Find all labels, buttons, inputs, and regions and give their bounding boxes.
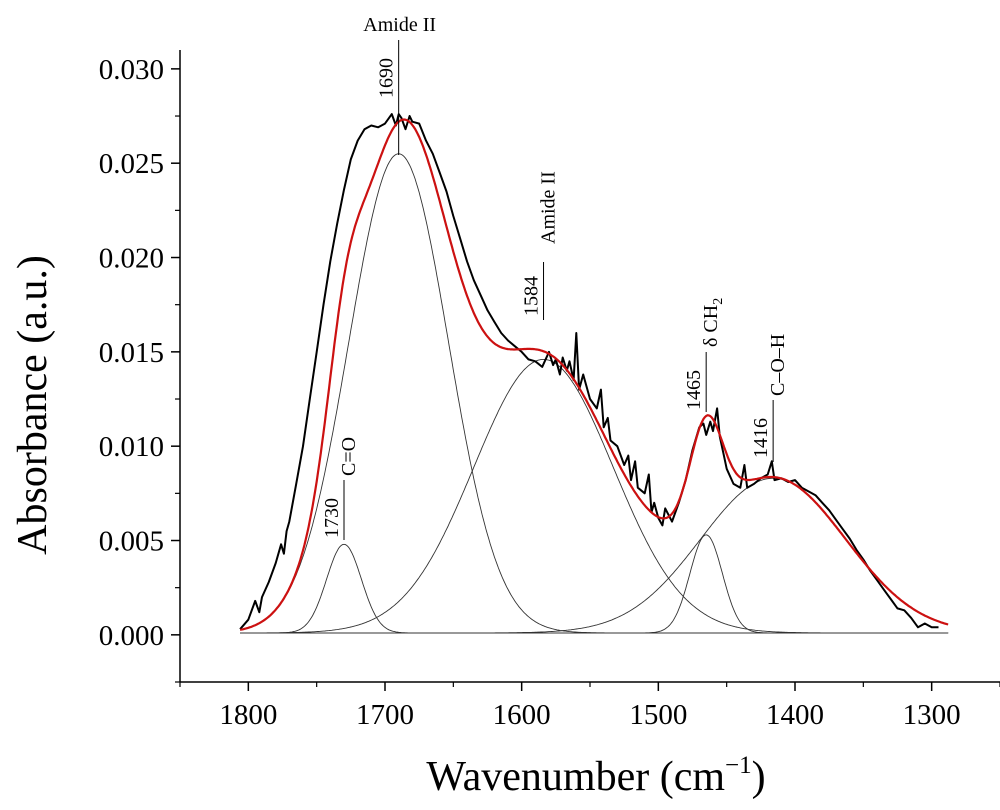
cumulative-fit bbox=[239, 118, 949, 631]
annotation-1416-number: 1416 bbox=[750, 418, 772, 458]
plot-lines bbox=[239, 113, 949, 634]
annotation-1465-label-main: δ CH bbox=[700, 305, 722, 347]
y-tick-label: 0.020 bbox=[99, 243, 164, 275]
axes: 1800 1700 1600 1500 1400 1300 0.000 0.005 0.010 0… bbox=[99, 50, 1000, 731]
annotation-1584-label: Amide II bbox=[538, 171, 560, 244]
component-peak-1730 bbox=[240, 543, 949, 634]
y-tick-label: 0.015 bbox=[99, 337, 164, 369]
x-tick-label: 1700 bbox=[356, 699, 414, 731]
annotations: Amide II 1690 1584 Amide II 1465 δ CH2 1416 C–O… bbox=[321, 14, 789, 540]
y-tick-label: 0.030 bbox=[99, 54, 164, 86]
y-tick-label: 0.005 bbox=[99, 526, 164, 558]
y-axis-title: Absorbance (a.u.) bbox=[10, 255, 56, 555]
x-tick-label: 1300 bbox=[903, 699, 961, 731]
x-axis-title-close: ) bbox=[752, 754, 766, 800]
annotation-1465-number: 1465 bbox=[683, 370, 705, 410]
y-tick-label: 0.000 bbox=[99, 620, 164, 652]
annotation-1730-number: 1730 bbox=[321, 498, 343, 538]
measured-spectrum bbox=[239, 113, 939, 630]
component-peak-1416 bbox=[240, 477, 949, 634]
annotation-1690-label: Amide II bbox=[363, 14, 436, 36]
component-peak-1465 bbox=[240, 534, 949, 634]
annotation-1730-label: C=O bbox=[338, 437, 360, 476]
y-tick-label: 0.025 bbox=[99, 148, 164, 180]
component-peak-1690 bbox=[240, 153, 949, 634]
component-peak-1584 bbox=[240, 358, 949, 634]
x-tick-label: 1500 bbox=[629, 699, 687, 731]
x-tick-label: 1800 bbox=[219, 699, 277, 731]
annotation-1584-number: 1584 bbox=[521, 276, 543, 316]
annotation-1416-label: C–O–H bbox=[767, 334, 789, 396]
x-axis-title: Wavenumber (cm−1) bbox=[426, 752, 765, 800]
annotation-1465-label-sub: 2 bbox=[711, 298, 726, 305]
y-tick-label: 0.010 bbox=[99, 431, 164, 463]
x-tick-label: 1400 bbox=[766, 699, 824, 731]
annotation-1690-number: 1690 bbox=[376, 58, 398, 98]
x-tick-label: 1600 bbox=[493, 699, 551, 731]
x-axis-title-sup: −1 bbox=[725, 752, 752, 779]
annotation-1465-label: δ CH2 bbox=[700, 298, 726, 347]
x-axis-title-main: Wavenumber (cm bbox=[426, 754, 725, 800]
